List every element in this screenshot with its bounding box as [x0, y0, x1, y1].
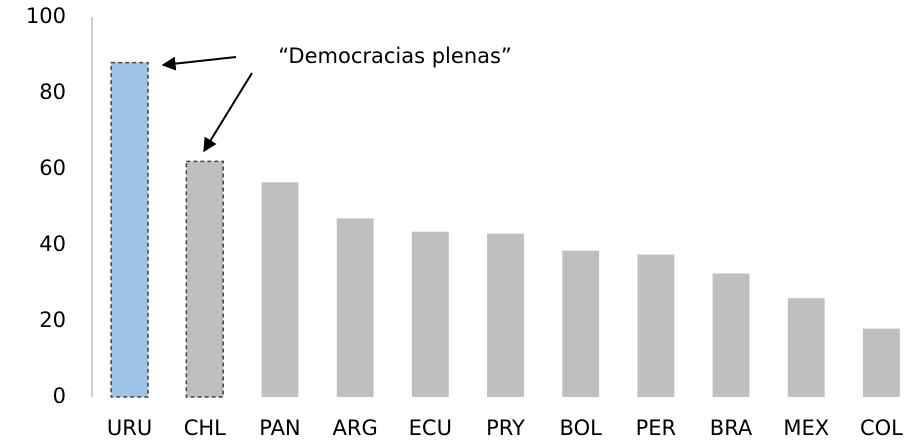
- bar: [261, 182, 299, 397]
- x-tick-label: PAN: [259, 416, 300, 440]
- x-tick-label: URU: [107, 416, 152, 440]
- bar: [637, 254, 675, 397]
- x-tick-label: CHL: [184, 416, 226, 440]
- bar: [487, 233, 524, 397]
- x-tick-label: ARG: [333, 416, 378, 440]
- x-tick-label: PRY: [486, 416, 525, 440]
- bar: [562, 250, 600, 397]
- y-tick-label: 60: [39, 156, 66, 180]
- y-tick-label: 20: [39, 308, 66, 332]
- bar: [111, 62, 149, 397]
- y-tick-label: 80: [39, 80, 66, 104]
- bar: [411, 231, 449, 397]
- bar-highlight: [185, 160, 224, 398]
- bar: [336, 218, 374, 397]
- x-tick-label: ECU: [409, 416, 452, 440]
- bar: [787, 298, 825, 397]
- annotation-arrow: [203, 72, 253, 153]
- bar: [712, 273, 750, 397]
- y-tick-label: 100: [26, 4, 66, 28]
- x-tick-label: BRA: [710, 416, 753, 440]
- y-tick-label: 0: [53, 384, 66, 408]
- x-tick-label: MEX: [783, 416, 829, 440]
- bar: [862, 328, 900, 397]
- bar-highlight: [110, 61, 149, 398]
- x-tick-label: PER: [636, 416, 677, 440]
- x-tick-label: COL: [860, 416, 903, 440]
- annotation-arrow: [161, 56, 237, 71]
- bar: [186, 161, 224, 397]
- y-tick-label: 40: [39, 232, 66, 256]
- annotation: “Democracias plenas”: [278, 44, 512, 68]
- x-tick-label: BOL: [560, 416, 603, 440]
